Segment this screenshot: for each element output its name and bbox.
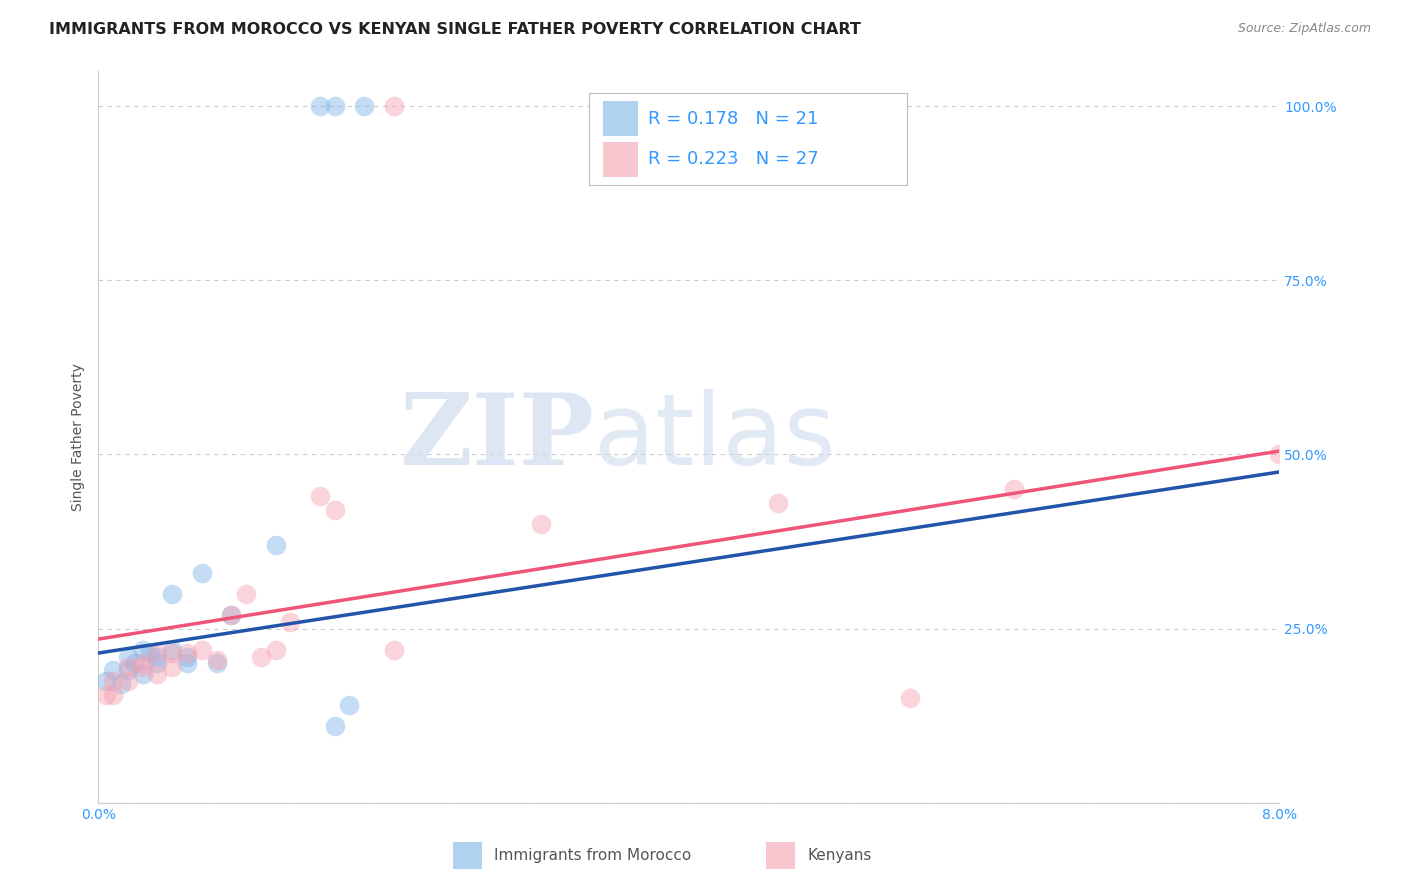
Point [900,691,922,706]
Point [132,642,155,657]
Point [530,517,553,532]
Point [162,642,183,657]
Point [309,489,332,503]
Point [117,664,139,678]
Point [146,657,169,671]
Point [132,660,155,674]
Point [103,673,125,688]
Point [339,698,361,713]
Text: IMMIGRANTS FROM MOROCCO VS KENYAN SINGLE FATHER POVERTY CORRELATION CHART: IMMIGRANTS FROM MOROCCO VS KENYAN SINGLE… [49,22,860,37]
Text: atlas: atlas [595,389,837,485]
Text: Kenyans: Kenyans [807,848,872,863]
Point [353,99,375,113]
Text: ZIP: ZIP [399,389,595,485]
Point [103,688,125,702]
Point [1268,448,1291,462]
Point [235,587,257,601]
Text: R = 0.178   N = 21: R = 0.178 N = 21 [648,110,818,128]
Point [191,642,214,657]
Point [250,649,273,664]
Point [162,587,183,601]
Point [264,642,287,657]
Point [382,99,405,113]
Point [146,649,169,664]
Point [382,642,405,657]
Point [117,649,139,664]
Point [117,660,139,674]
Point [1002,483,1025,497]
Bar [603,142,638,177]
Point [309,99,332,113]
Point [176,657,198,671]
Point [323,719,346,733]
Point [146,646,169,660]
Point [110,677,132,691]
Point [103,664,125,678]
Point [264,538,287,552]
Point [221,607,243,622]
Point [191,566,214,580]
Point [117,673,139,688]
Point [205,653,228,667]
Point [139,646,162,660]
Bar [766,841,796,870]
Text: Source: ZipAtlas.com: Source: ZipAtlas.com [1237,22,1371,36]
Point [766,496,789,510]
Y-axis label: Single Father Poverty: Single Father Poverty [72,363,86,511]
Text: R = 0.223   N = 27: R = 0.223 N = 27 [648,150,818,168]
Bar [453,841,482,870]
Point [205,657,228,671]
Point [176,649,198,664]
Bar [603,102,638,136]
Point [146,667,169,681]
Point [94,688,117,702]
Point [162,646,183,660]
Point [94,673,117,688]
Point [323,503,346,517]
Point [132,657,155,671]
Text: Immigrants from Morocco: Immigrants from Morocco [494,848,692,863]
Point [132,667,155,681]
Point [162,660,183,674]
Point [221,607,243,622]
Point [280,615,302,629]
FancyBboxPatch shape [589,94,907,185]
Point [176,646,198,660]
Point [124,657,146,671]
Point [323,99,346,113]
